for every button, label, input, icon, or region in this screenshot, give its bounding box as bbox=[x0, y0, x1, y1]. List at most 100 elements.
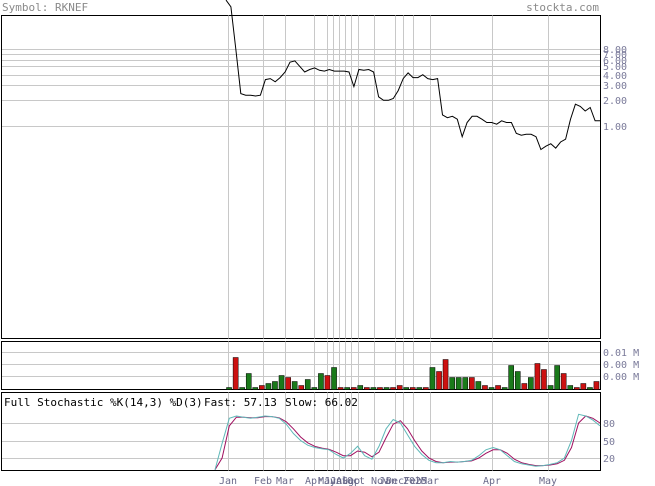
volume-y-ticks: 0.01 M0.00 M0.00 M bbox=[603, 348, 639, 383]
volume-bar bbox=[377, 387, 383, 390]
volume-bar bbox=[423, 387, 429, 390]
volume-bar bbox=[396, 385, 403, 390]
price-line bbox=[225, 0, 600, 151]
volume-bar bbox=[449, 377, 455, 390]
volume-bar bbox=[245, 373, 252, 390]
x-axis-tick: Feb bbox=[254, 476, 272, 486]
price-panel-frame bbox=[1, 15, 601, 339]
x-axis-tick: Jun bbox=[324, 476, 342, 486]
volume-bar bbox=[554, 365, 560, 390]
volume-bar bbox=[272, 381, 278, 390]
symbol-label: Symbol: RKNEF bbox=[2, 1, 88, 14]
stochastic-y-tick: 80 bbox=[603, 419, 615, 430]
stochastic-panel: 80 50 20 Full Stochastic %K(14,3) %D(3) Fa… bbox=[1, 392, 615, 471]
x-axis-tick: Apr bbox=[483, 476, 501, 486]
volume-bar bbox=[364, 387, 370, 390]
volume-bar bbox=[278, 375, 285, 390]
volume-bar bbox=[265, 383, 272, 390]
volume-bar bbox=[409, 387, 416, 390]
volume-bar bbox=[547, 385, 554, 390]
x-axis-tick: Jan 2025 bbox=[379, 476, 427, 486]
volume-panel: 0.01 M0.00 M0.00 M bbox=[1, 341, 639, 390]
stochastic-y-tick: 20 bbox=[603, 454, 615, 465]
volume-bar bbox=[587, 387, 593, 390]
volume-bar bbox=[469, 377, 475, 390]
volume-bar bbox=[560, 373, 567, 390]
x-axis-tick: Jul bbox=[330, 476, 348, 486]
volume-bar bbox=[252, 387, 259, 390]
price-y-tick: 7.00 bbox=[603, 50, 627, 61]
volume-bar bbox=[291, 381, 298, 390]
volume-bar bbox=[475, 381, 482, 390]
volume-y-tick: 0.01 M bbox=[603, 348, 639, 359]
volume-bar bbox=[331, 367, 337, 390]
price-y-ticks: 8.007.006.005.004.003.00 2.00 1.00 bbox=[603, 45, 627, 133]
price-y-tick: 6.00 bbox=[603, 56, 627, 67]
x-axis-tick: Aug bbox=[336, 476, 354, 486]
volume-bar bbox=[318, 373, 324, 390]
volume-bar bbox=[337, 387, 344, 390]
stochastic-title: Full Stochastic %K(14,3) %D(3) bbox=[4, 396, 203, 409]
stochastic-fast-label: Fast: 57.13 bbox=[204, 396, 277, 409]
volume-bar bbox=[501, 387, 508, 390]
x-axis-tick: Oct bbox=[347, 476, 365, 486]
volume-bar bbox=[416, 387, 423, 390]
volume-bar bbox=[541, 369, 547, 390]
volume-bar bbox=[429, 367, 436, 390]
volume-bar bbox=[488, 387, 495, 390]
x-axis-tick: Sep bbox=[342, 476, 360, 486]
x-axis-tick: May bbox=[318, 476, 336, 486]
x-axis-tick: Feb bbox=[404, 476, 422, 486]
volume-y-tick: 0.00 M bbox=[603, 360, 639, 371]
volume-bar bbox=[508, 365, 514, 390]
x-axis-tick: Apr bbox=[305, 476, 323, 486]
x-axis-tick: May bbox=[539, 476, 557, 486]
brand-label: stockta.com bbox=[526, 1, 599, 14]
volume-bar bbox=[495, 385, 501, 390]
x-axis-tick: Nov bbox=[371, 476, 389, 486]
x-axis-tick: Mar bbox=[421, 476, 439, 486]
volume-bars bbox=[226, 357, 600, 390]
volume-bar bbox=[482, 385, 488, 390]
volume-y-tick: 0.00 M bbox=[603, 372, 639, 383]
volume-bar bbox=[239, 387, 245, 390]
volume-bar bbox=[311, 387, 318, 390]
volume-bar bbox=[259, 385, 265, 390]
stochastic-fast-line bbox=[214, 413, 601, 470]
stochastic-grid bbox=[2, 392, 600, 471]
x-axis-tick: Mar bbox=[276, 476, 294, 486]
price-y-tick: 1.00 bbox=[603, 122, 627, 133]
volume-bar bbox=[350, 387, 357, 390]
volume-bar bbox=[574, 387, 580, 390]
price-panel: 8.007.006.005.004.003.00 2.00 1.00 bbox=[1, 0, 627, 339]
volume-bar bbox=[357, 385, 364, 390]
stochastic-panel-frame bbox=[1, 392, 601, 471]
volume-bar bbox=[442, 359, 449, 390]
x-axis-tick: Jan bbox=[219, 476, 237, 486]
volume-bar bbox=[534, 363, 541, 390]
volume-bar bbox=[232, 357, 239, 390]
volume-bar bbox=[521, 383, 528, 390]
volume-grid bbox=[2, 341, 600, 390]
volume-bar bbox=[390, 387, 396, 390]
price-y-tick: 4.00 bbox=[603, 71, 627, 82]
volume-bar bbox=[370, 387, 377, 390]
volume-bar bbox=[436, 371, 442, 390]
volume-bar bbox=[462, 377, 469, 390]
volume-bar bbox=[304, 379, 311, 390]
volume-bar bbox=[285, 377, 291, 390]
volume-bar bbox=[528, 377, 534, 390]
price-y-tick: 3.00 bbox=[603, 81, 627, 92]
volume-bar bbox=[226, 387, 232, 390]
volume-bar bbox=[580, 383, 587, 390]
volume-bar bbox=[567, 385, 574, 390]
price-y-tick: 8.00 bbox=[603, 45, 627, 56]
stochastic-y-ticks: 80 50 20 bbox=[603, 419, 615, 465]
stochastic-slow-label: Slow: 66.02 bbox=[285, 396, 358, 409]
volume-bar bbox=[514, 371, 521, 390]
stochastic-y-tick: 50 bbox=[603, 437, 615, 448]
volume-bar bbox=[403, 387, 410, 390]
price-y-tick: 2.00 bbox=[603, 96, 627, 107]
